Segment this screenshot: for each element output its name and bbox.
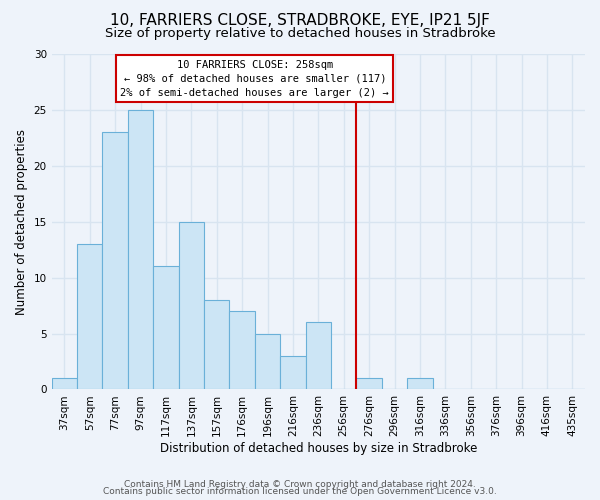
Text: 10, FARRIERS CLOSE, STRADBROKE, EYE, IP21 5JF: 10, FARRIERS CLOSE, STRADBROKE, EYE, IP2… <box>110 12 490 28</box>
Bar <box>128 110 153 390</box>
Bar <box>52 378 77 390</box>
Text: 10 FARRIERS CLOSE: 258sqm
← 98% of detached houses are smaller (117)
2% of semi-: 10 FARRIERS CLOSE: 258sqm ← 98% of detac… <box>121 60 389 98</box>
Bar <box>179 222 204 390</box>
Y-axis label: Number of detached properties: Number of detached properties <box>15 128 28 314</box>
Bar <box>229 311 255 390</box>
Bar <box>77 244 103 390</box>
Bar <box>305 322 331 390</box>
Bar <box>356 378 382 390</box>
Text: Size of property relative to detached houses in Stradbroke: Size of property relative to detached ho… <box>104 28 496 40</box>
X-axis label: Distribution of detached houses by size in Stradbroke: Distribution of detached houses by size … <box>160 442 477 455</box>
Bar <box>280 356 305 390</box>
Bar <box>204 300 229 390</box>
Bar <box>255 334 280 390</box>
Bar <box>407 378 433 390</box>
Bar <box>103 132 128 390</box>
Text: Contains public sector information licensed under the Open Government Licence v3: Contains public sector information licen… <box>103 488 497 496</box>
Bar <box>153 266 179 390</box>
Text: Contains HM Land Registry data © Crown copyright and database right 2024.: Contains HM Land Registry data © Crown c… <box>124 480 476 489</box>
